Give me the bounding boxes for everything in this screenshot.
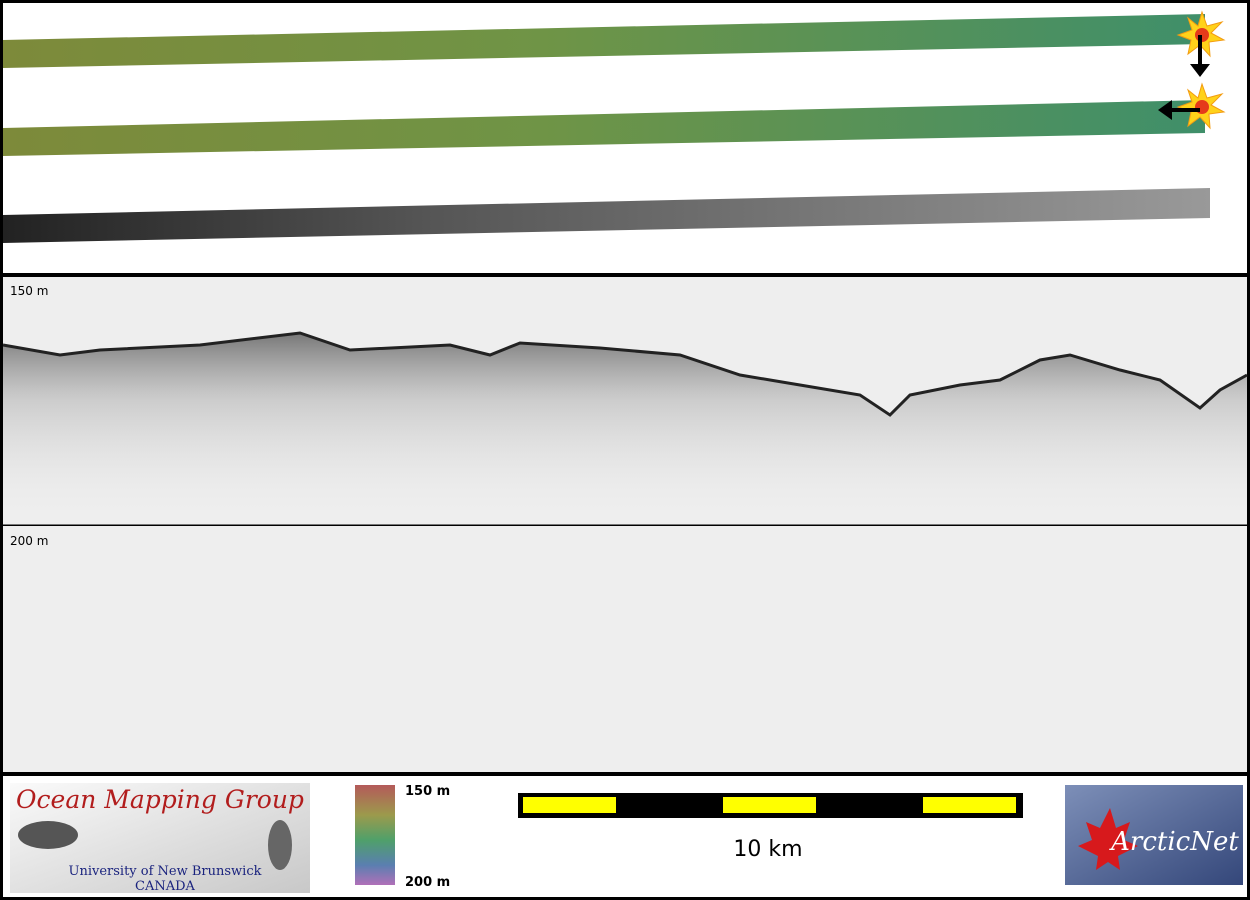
- sidescan-swath: [3, 188, 1210, 243]
- scale-bar-label: 10 km: [733, 837, 802, 862]
- depth-label: 200 m: [10, 534, 48, 548]
- color-scale: [355, 785, 395, 885]
- partner-logo: ArcticNet: [1065, 785, 1243, 885]
- water-column-return: [3, 333, 1247, 523]
- group-logo: Ocean Mapping Group University of New Br…: [10, 783, 310, 894]
- seafloor-profile: [2, 331, 1248, 417]
- bathymetry-swath: [3, 100, 1205, 156]
- end-marker: [1158, 82, 1226, 130]
- profile-panel: [3, 526, 1247, 772]
- bathymetry-swath: [3, 14, 1205, 68]
- partner-name: ArcticNet: [1109, 827, 1239, 857]
- scale-bar: [518, 793, 1023, 818]
- color-scale-label: 150 m: [405, 784, 450, 799]
- color-scale-label: 200 m: [405, 875, 450, 890]
- logo-country: CANADA: [135, 879, 196, 894]
- start-marker: [1176, 10, 1226, 77]
- logo-title: Ocean Mapping Group: [16, 785, 304, 814]
- logo-university: University of New Brunswick: [69, 864, 262, 879]
- depth-label: 150 m: [10, 284, 48, 298]
